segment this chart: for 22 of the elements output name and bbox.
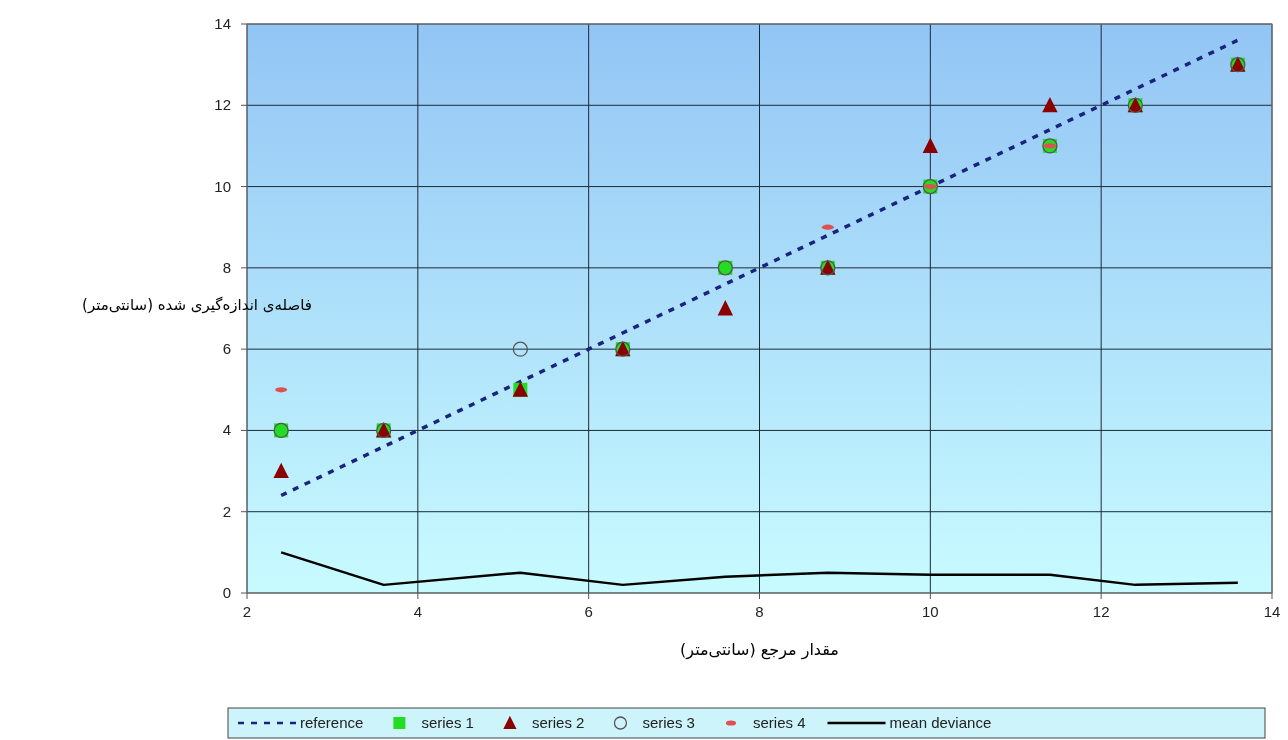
x-tick-label: 6 bbox=[584, 603, 593, 620]
y-tick-label: 12 bbox=[214, 96, 231, 114]
legend-label: series 2 bbox=[531, 714, 585, 731]
y-tick-label: 4 bbox=[222, 421, 231, 439]
y-tick-label: 0 bbox=[222, 584, 231, 601]
x-tick-label: 2 bbox=[242, 603, 252, 620]
legend-label: reference bbox=[300, 714, 364, 731]
x-tick-label: 10 bbox=[921, 603, 939, 620]
y-tick-label: 2 bbox=[222, 502, 231, 520]
y-tick-label: 6 bbox=[222, 340, 231, 358]
x-tick-label: 14 bbox=[1263, 603, 1281, 620]
x-tick-label: 8 bbox=[755, 603, 764, 620]
legend-label: series 4 bbox=[752, 714, 806, 731]
y-tick-label: 10 bbox=[214, 177, 231, 195]
y-tick-label: 14 bbox=[214, 15, 231, 32]
legend-label: series 1 bbox=[421, 714, 474, 731]
y-tick-label: 8 bbox=[222, 258, 231, 276]
x-tick-label: 12 bbox=[1092, 603, 1110, 620]
x-axis-title: مقدار مرجع (سانتی‌متر) bbox=[680, 640, 839, 660]
legend-label: mean deviance bbox=[889, 714, 992, 731]
legend-label: series 3 bbox=[642, 714, 695, 731]
x-tick-label: 4 bbox=[413, 603, 423, 620]
